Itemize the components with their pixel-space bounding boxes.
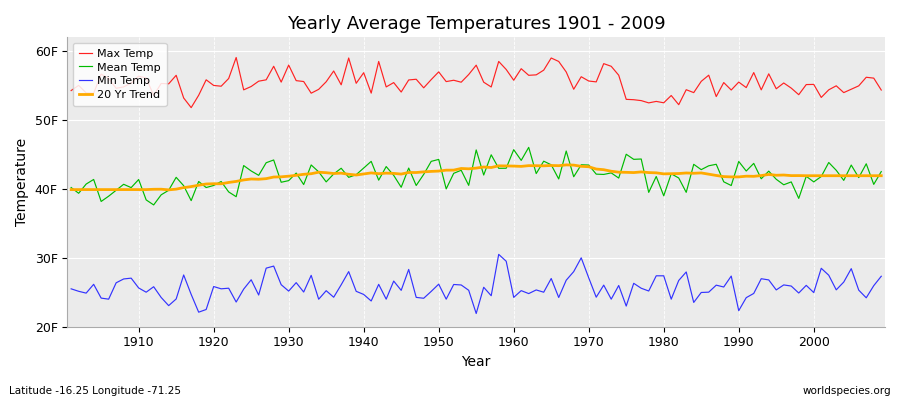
X-axis label: Year: Year [462,355,490,369]
Min Temp [516,288,526,293]
Mean Temp [66,185,77,190]
20 Yr Trend [66,187,77,192]
Max Temp [876,88,886,92]
Line: Max Temp: Max Temp [71,58,881,108]
Max Temp [306,91,317,96]
Max Temp [185,105,196,110]
Min Temp [471,311,482,316]
Max Temp [351,81,362,86]
Max Temp [126,81,137,86]
Mean Temp [876,169,886,174]
Max Temp [613,73,624,78]
Max Temp [516,66,526,71]
Min Temp [291,280,302,285]
Mean Temp [343,175,354,180]
Max Temp [523,73,534,78]
Min Temp [336,282,346,287]
Line: Mean Temp: Mean Temp [71,147,881,205]
Text: Latitude -16.25 Longitude -71.25: Latitude -16.25 Longitude -71.25 [9,386,181,396]
Legend: Max Temp, Mean Temp, Min Temp, 20 Yr Trend: Max Temp, Mean Temp, Min Temp, 20 Yr Tre… [73,43,166,106]
20 Yr Trend [876,173,886,178]
20 Yr Trend [613,170,624,174]
Max Temp [66,88,77,93]
Text: worldspecies.org: worldspecies.org [803,386,891,396]
20 Yr Trend [561,162,572,167]
20 Yr Trend [516,164,526,169]
20 Yr Trend [126,187,137,192]
Min Temp [876,274,886,279]
Mean Temp [516,158,526,163]
Max Temp [230,55,241,60]
Mean Temp [508,147,519,152]
20 Yr Trend [343,172,354,177]
Min Temp [523,291,534,296]
20 Yr Trend [508,164,519,168]
Min Temp [66,286,77,291]
Mean Temp [613,176,624,180]
Min Temp [126,276,137,280]
Mean Temp [126,185,137,190]
Mean Temp [148,202,159,207]
Y-axis label: Temperature: Temperature [15,138,29,226]
Line: Min Temp: Min Temp [71,254,881,314]
Mean Temp [523,145,534,150]
Line: 20 Yr Trend: 20 Yr Trend [71,165,881,190]
Min Temp [493,252,504,257]
Title: Yearly Average Temperatures 1901 - 2009: Yearly Average Temperatures 1901 - 2009 [287,15,665,33]
20 Yr Trend [298,172,309,177]
Min Temp [613,283,624,288]
Mean Temp [298,182,309,187]
20 Yr Trend [163,188,174,192]
